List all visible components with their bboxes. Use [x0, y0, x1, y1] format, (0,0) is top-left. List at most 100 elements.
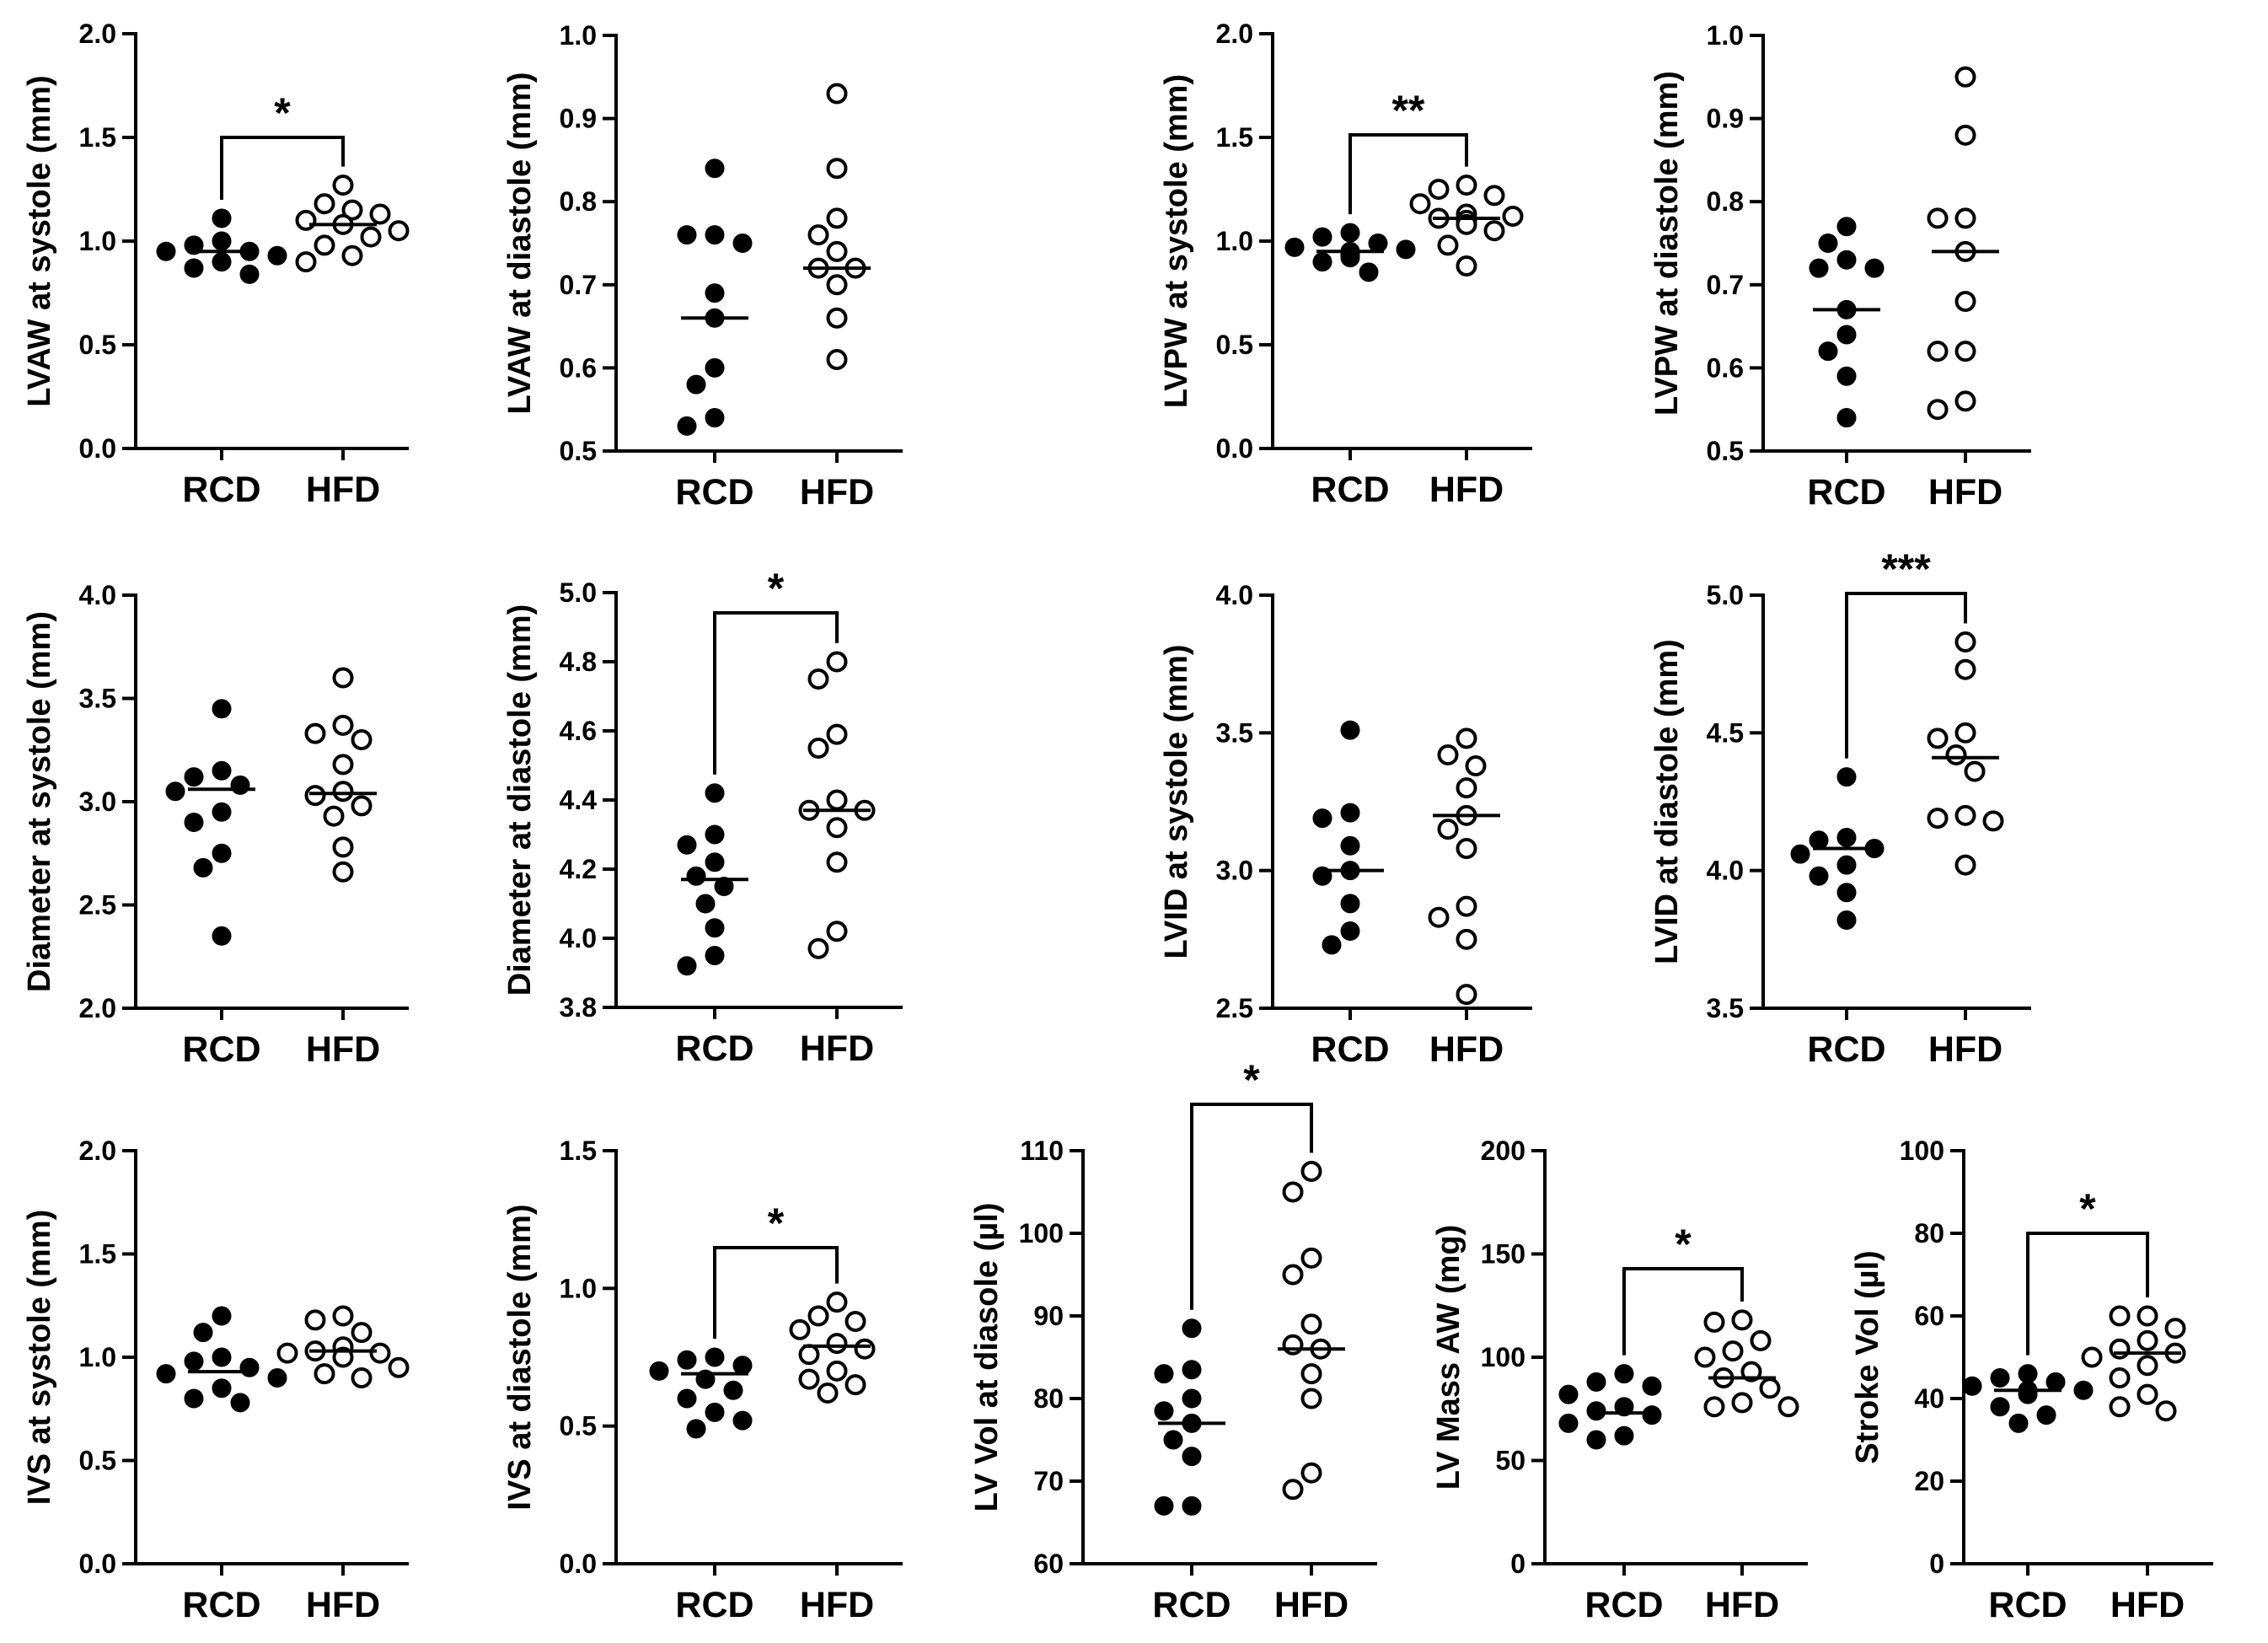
data-point-hfd [1282, 1181, 1304, 1203]
data-point-rcd [193, 1323, 213, 1343]
data-point-rcd [1182, 1360, 1202, 1380]
data-point-hfd [826, 83, 848, 105]
data-point-rcd [193, 857, 213, 878]
data-point-hfd [369, 1342, 391, 1364]
data-point-rcd [705, 918, 725, 938]
data-point-rcd [1368, 233, 1388, 253]
data-point-rcd [677, 1388, 697, 1409]
y-tick-label: 110 [1020, 1136, 1064, 1166]
y-tick-label: 4.6 [560, 716, 597, 746]
data-point-rcd [677, 416, 697, 436]
data-point-rcd [212, 252, 232, 272]
data-point-rcd [1818, 234, 1838, 253]
y-tick-label: 4.4 [560, 785, 598, 815]
data-point-hfd [1954, 854, 1976, 876]
x-tick-label: RCD [675, 1028, 753, 1069]
panel-3: RCD HFD 0.0 0.5 1.0 1.5 2.0 LVPW at systole (mm… [1159, 19, 1532, 510]
data-point-hfd [1954, 390, 1976, 412]
data-point-rcd [184, 258, 204, 278]
data-point-hfd [1409, 193, 1431, 215]
data-point-hfd [332, 175, 354, 196]
data-point-rcd [1558, 1413, 1579, 1433]
y-tick-label: 90 [1033, 1301, 1064, 1331]
data-point-rcd [2018, 1364, 2038, 1384]
x-tick-label: HFD [1429, 470, 1504, 510]
y-tick-label: 5.0 [1707, 580, 1744, 610]
y-tick-label: 0.6 [1707, 352, 1744, 383]
data-point-hfd [2109, 1305, 2131, 1327]
data-point-hfd [1300, 1313, 1322, 1335]
panel-6: RCD HFD 3.8 4.0 4.2 4.4 4.6 4.8 5.0 Diameter at d… [502, 565, 903, 1069]
data-point-hfd [1456, 728, 1477, 749]
x-tick-label: HFD [2110, 1585, 2185, 1625]
x-tick-label: HFD [800, 472, 874, 513]
data-point-rcd [1312, 227, 1332, 247]
data-point-hfd [332, 1346, 354, 1368]
y-tick-label: 0.7 [1707, 270, 1744, 300]
data-point-rcd [1836, 325, 1857, 345]
y-tick-label: 2.0 [79, 993, 116, 1023]
data-point-hfd [1456, 895, 1477, 917]
y-tick-label: 3.5 [1216, 717, 1253, 748]
y-tick-label: 1.0 [79, 1342, 116, 1372]
data-point-hfd [1750, 1329, 1772, 1351]
data-point-rcd [705, 357, 725, 378]
x-tick-label: RCD [675, 472, 753, 513]
data-point-hfd [826, 789, 848, 811]
y-tick-label: 4.0 [1216, 580, 1253, 610]
x-tick-label: RCD [675, 1585, 753, 1625]
y-tick-label: 1.0 [79, 226, 116, 256]
data-point-hfd [332, 781, 354, 803]
data-point-hfd [1456, 777, 1477, 799]
data-point-hfd [323, 805, 345, 827]
panel-13: RCD HFD 0 20 40 60 80 100 Stroke Vol (µl) * [1850, 1136, 2213, 1625]
y-tick-label: 0.0 [79, 433, 116, 464]
data-point-hfd [798, 1344, 820, 1366]
data-point-rcd [1809, 258, 1829, 278]
data-point-rcd [212, 231, 232, 251]
y-tick-label: 3.5 [1707, 993, 1744, 1023]
data-point-rcd [1836, 217, 1857, 237]
data-point-hfd [1927, 728, 1949, 749]
y-axis-label: Diameter at systole (mm) [22, 611, 57, 992]
y-axis-label: LVID at diastole (mm) [1649, 639, 1685, 964]
data-point-hfd [1694, 1346, 1716, 1368]
y-tick-label: 4.0 [79, 580, 116, 610]
data-point-hfd [2164, 1318, 2186, 1340]
data-point-hfd [826, 723, 848, 745]
panel-2: RCD HFD 0.5 0.6 0.7 0.8 0.9 1.0 LVAW at diastole… [502, 20, 903, 513]
data-point-hfd [1945, 744, 1967, 765]
data-point-rcd [649, 1361, 669, 1381]
significance-label: * [1243, 1056, 1260, 1103]
data-point-hfd [1428, 179, 1450, 200]
y-tick-label: 3.8 [560, 992, 597, 1023]
significance-label: * [1675, 1221, 1692, 1268]
data-point-rcd [1340, 803, 1360, 823]
data-point-hfd [807, 937, 829, 959]
x-tick-label: HFD [306, 1585, 380, 1625]
data-point-rcd [1284, 237, 1305, 257]
x-tick-label: HFD [800, 1028, 874, 1069]
data-point-rcd [239, 264, 260, 284]
data-point-rcd [239, 1357, 260, 1377]
y-tick-label: 0.0 [79, 1549, 116, 1579]
data-point-rcd [1396, 239, 1416, 260]
data-point-hfd [1300, 1462, 1322, 1484]
data-point-hfd [304, 785, 326, 807]
data-point-hfd [351, 1322, 373, 1344]
data-point-rcd [212, 699, 232, 719]
data-point-rcd [1962, 1376, 1982, 1396]
data-point-rcd [165, 781, 185, 802]
data-point-rcd [1182, 1495, 1202, 1516]
data-point-hfd [1964, 760, 1986, 782]
data-point-hfd [1483, 185, 1505, 207]
data-point-rcd [686, 1419, 706, 1439]
data-point-rcd [156, 1364, 176, 1384]
data-point-hfd [351, 1367, 373, 1388]
data-point-hfd [1428, 906, 1450, 928]
data-point-rcd [1340, 894, 1360, 914]
data-point-rcd [1340, 921, 1360, 942]
data-point-hfd [826, 349, 848, 371]
x-tick-label: HFD [1928, 1029, 2003, 1070]
